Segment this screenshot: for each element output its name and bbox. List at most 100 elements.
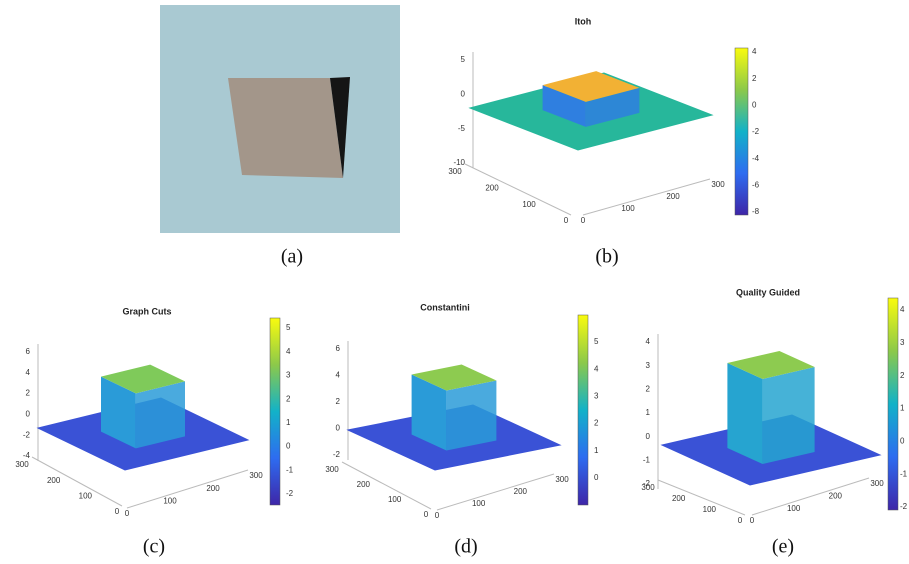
- y-tick-label: 200: [672, 494, 686, 503]
- x-tick-label: 300: [249, 471, 263, 480]
- colorbar-tick-label: 5: [286, 323, 291, 332]
- colorbar-tick-label: -1: [900, 469, 908, 478]
- x-tick-label: 300: [870, 479, 884, 488]
- y-tick-label: 300: [15, 460, 29, 469]
- colorbar: [577, 314, 589, 506]
- z-tick-label: 0: [336, 424, 341, 433]
- axis-line: [31, 456, 123, 507]
- colorbar: [734, 47, 749, 216]
- x-tick-label: 300: [555, 475, 569, 484]
- colorbar-tick-label: 2: [286, 394, 291, 403]
- caption: (b): [595, 246, 618, 268]
- surface-side: [411, 374, 447, 451]
- colorbar-tick-label: 0: [286, 442, 291, 451]
- z-tick-label: 6: [26, 347, 31, 356]
- z-tick-label: -1: [643, 455, 651, 464]
- surface-side: [762, 367, 815, 464]
- colorbar-tick-label: 1: [594, 446, 599, 455]
- colorbar-tick-label: -1: [286, 465, 294, 474]
- y-tick-label: 100: [79, 491, 93, 500]
- y-tick-label: 0: [564, 216, 569, 225]
- colorbar-tick-label: 4: [900, 305, 905, 314]
- x-tick-label: 200: [666, 192, 680, 201]
- caption: (c): [143, 536, 165, 558]
- y-tick-label: 300: [325, 465, 339, 474]
- plot-title: Quality Guided: [736, 287, 800, 297]
- surface-top: [101, 364, 185, 394]
- x-tick-label: 100: [163, 496, 177, 505]
- surface-top: [411, 364, 497, 391]
- x-tick-label: 0: [435, 511, 440, 520]
- z-tick-label: -2: [643, 479, 651, 488]
- z-tick-label: -10: [453, 158, 465, 167]
- axis-line: [657, 479, 746, 516]
- z-tick-label: 4: [26, 368, 31, 377]
- x-tick-label: 200: [514, 487, 528, 496]
- colorbar: [269, 317, 281, 506]
- colorbar-tick-label: 3: [900, 338, 905, 347]
- colorbar-tick-label: 5: [594, 337, 599, 346]
- z-tick-label: 5: [461, 55, 466, 64]
- plot-title: Itoh: [575, 16, 592, 26]
- y-tick-label: 100: [522, 200, 536, 209]
- caption: (d): [454, 536, 477, 558]
- z-tick-label: 0: [461, 89, 466, 98]
- x-tick-label: 100: [621, 204, 635, 213]
- colorbar-tick-label: -8: [752, 207, 760, 216]
- y-tick-label: 300: [641, 483, 655, 492]
- z-tick-label: 2: [26, 389, 31, 398]
- x-tick-label: 200: [206, 484, 220, 493]
- colorbar-tick-label: 0: [900, 436, 905, 445]
- colorbar-tick-label: 4: [752, 47, 757, 56]
- x-tick-label: 200: [829, 491, 843, 500]
- colorbar-tick-label: 2: [900, 371, 905, 380]
- colorbar-tick-label: 2: [752, 74, 757, 83]
- y-tick-label: 300: [448, 167, 462, 176]
- caption: (e): [772, 536, 794, 558]
- colorbar-tick-label: -2: [752, 127, 760, 136]
- axis-line: [464, 163, 572, 216]
- colorbar-tick-label: 3: [594, 392, 599, 401]
- colorbar-tick-label: -2: [286, 489, 294, 498]
- surface-top: [542, 71, 640, 102]
- surface-side: [101, 376, 136, 449]
- surface-side: [727, 363, 763, 464]
- axis-line: [436, 473, 555, 511]
- z-tick-label: -5: [458, 124, 466, 133]
- axis-line: [751, 477, 870, 516]
- colorbar-tick-label: -2: [900, 502, 908, 511]
- colorbar-tick-label: 1: [900, 404, 905, 413]
- plot-title: Constantini: [420, 302, 470, 312]
- y-tick-label: 0: [738, 516, 743, 525]
- object-front: [228, 78, 343, 178]
- y-tick-label: 200: [357, 480, 371, 489]
- colorbar-tick-label: -4: [752, 154, 760, 163]
- x-tick-label: 0: [125, 509, 130, 518]
- colorbar-tick-label: 0: [752, 100, 757, 109]
- colorbar-tick-label: 3: [286, 371, 291, 380]
- colorbar-tick-label: -6: [752, 180, 760, 189]
- surface-top: [727, 351, 815, 379]
- y-tick-label: 0: [115, 507, 120, 516]
- caption: (a): [281, 246, 303, 268]
- surface-side: [446, 380, 497, 451]
- surface-side: [542, 85, 586, 127]
- x-tick-label: 100: [787, 504, 801, 513]
- y-tick-label: 100: [388, 495, 402, 504]
- z-tick-label: 0: [646, 432, 651, 441]
- plot-title: Graph Cuts: [122, 306, 171, 316]
- z-tick-label: 4: [336, 371, 341, 380]
- colorbar-tick-label: 4: [286, 347, 291, 356]
- colorbar: [887, 297, 899, 511]
- photo-panel: [160, 5, 400, 233]
- z-tick-label: -2: [333, 450, 341, 459]
- x-tick-label: 300: [711, 180, 725, 189]
- z-tick-label: 2: [336, 397, 341, 406]
- surface-side: [585, 87, 640, 127]
- x-tick-label: 0: [750, 516, 755, 525]
- x-tick-label: 0: [581, 216, 586, 225]
- z-tick-label: -2: [23, 430, 31, 439]
- y-tick-label: 0: [424, 510, 429, 519]
- z-tick-label: 2: [646, 384, 651, 393]
